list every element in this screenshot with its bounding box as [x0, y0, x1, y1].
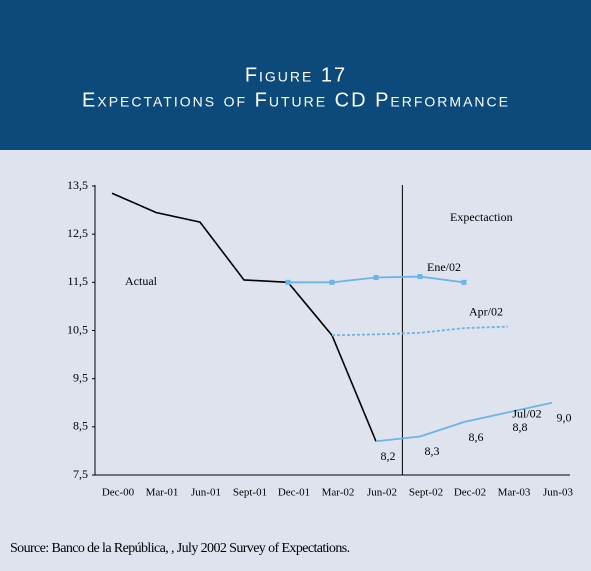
- source-note: Source: Banco de la República, , July 20…: [10, 541, 350, 556]
- annotation: Expectaction: [450, 210, 513, 224]
- marker: [461, 279, 467, 285]
- x-tick-label: Mar-01: [146, 487, 179, 499]
- x-tick-label: Jun-01: [191, 487, 221, 499]
- marker: [329, 279, 335, 285]
- x-tick-label: Sept-02: [409, 487, 443, 499]
- chart-title: Figure 17: [245, 64, 347, 86]
- x-tick-label: Jun-02: [367, 487, 397, 499]
- y-tick-label: 7,5: [73, 467, 88, 481]
- series-line: [331, 325, 509, 337]
- y-tick-label: 9,5: [73, 370, 88, 384]
- data-label: 8,3: [425, 444, 440, 458]
- series-label: Ene/02: [427, 260, 461, 274]
- y-tick-label: 8,5: [73, 419, 88, 433]
- y-tick-label: 10,5: [67, 322, 88, 336]
- header-band: [0, 0, 591, 150]
- data-label: 8,2: [381, 449, 396, 463]
- chart-panel: [0, 150, 591, 571]
- marker: [417, 274, 423, 280]
- y-tick-label: 12,5: [67, 226, 88, 240]
- marker: [285, 279, 291, 285]
- data-label: 8,8: [513, 420, 528, 434]
- series-line: [375, 401, 553, 443]
- series-line: [111, 192, 377, 442]
- data-label: 8,6: [469, 430, 484, 444]
- data-label: 9,0: [557, 411, 572, 425]
- x-tick-label: Mar-03: [498, 487, 531, 499]
- x-tick-label: Dec-00: [102, 487, 135, 499]
- x-tick-label: Jun-03: [543, 487, 573, 499]
- x-tick-label: Dec-02: [454, 487, 486, 499]
- series-label: Apr/02: [469, 304, 503, 318]
- x-tick-label: Sept-01: [233, 487, 267, 499]
- annotation: Actual: [125, 274, 158, 288]
- marker: [373, 275, 379, 281]
- y-tick-label: 13,5: [67, 178, 88, 192]
- y-tick-label: 11,5: [67, 274, 88, 288]
- chart-subtitle: Expectations of Future CD Performance: [82, 89, 510, 111]
- series-label: Jul/02: [512, 407, 541, 421]
- x-tick-label: Mar-02: [322, 487, 355, 499]
- x-tick-label: Dec-01: [278, 487, 310, 499]
